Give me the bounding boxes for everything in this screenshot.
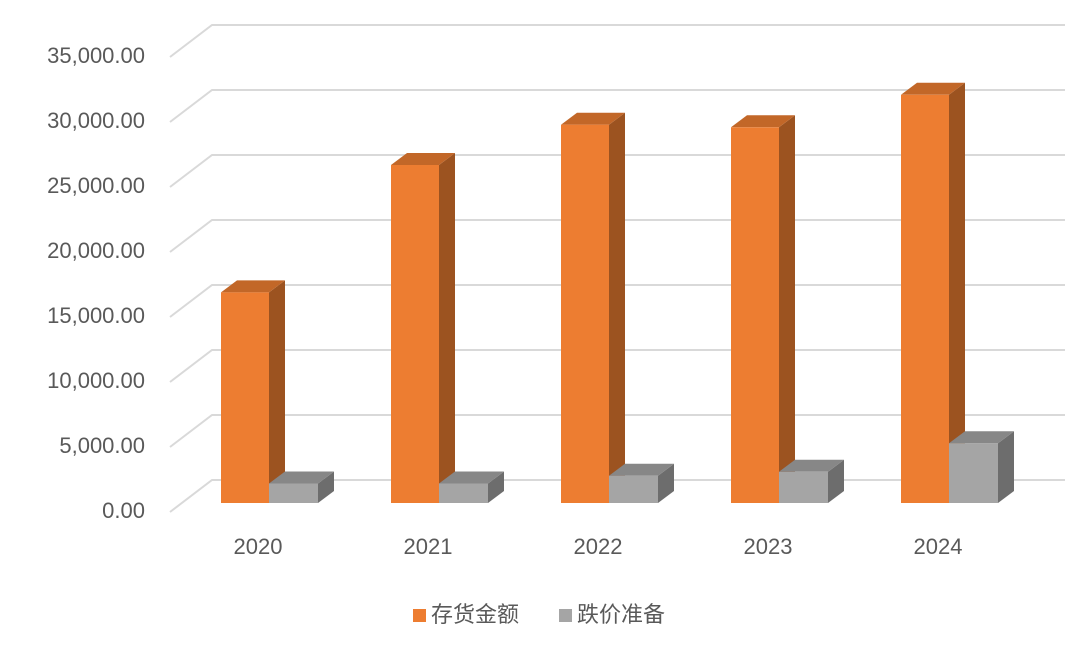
bar-top bbox=[731, 115, 795, 128]
bar bbox=[779, 459, 844, 503]
y-tick-label: 5,000.00 bbox=[59, 433, 145, 458]
bar-top bbox=[391, 153, 455, 165]
bar-top bbox=[439, 471, 504, 484]
bar-front bbox=[391, 165, 439, 503]
y-tick-label: 25,000.00 bbox=[47, 173, 145, 198]
bar-side bbox=[609, 112, 625, 503]
bar-front bbox=[269, 483, 318, 503]
bar-top bbox=[221, 280, 285, 293]
y-tick-label: 20,000.00 bbox=[47, 238, 145, 263]
bar-top bbox=[949, 431, 1014, 444]
legend-swatch bbox=[413, 609, 426, 622]
bar bbox=[439, 471, 504, 503]
bar bbox=[731, 115, 795, 504]
x-tick-label: 2021 bbox=[404, 534, 453, 559]
bar-top bbox=[609, 463, 674, 476]
bar-side bbox=[779, 115, 795, 504]
y-tick-label: 30,000.00 bbox=[47, 108, 145, 133]
legend-swatch bbox=[559, 609, 573, 622]
bar-side bbox=[998, 431, 1014, 503]
bar-side bbox=[439, 153, 455, 503]
bar-front bbox=[949, 443, 998, 503]
x-tick-label: 2023 bbox=[744, 534, 793, 559]
y-tick-label: 35,000.00 bbox=[47, 43, 145, 68]
bar-side bbox=[828, 459, 844, 503]
y-tick-label: 0.00 bbox=[102, 498, 145, 523]
bar-front bbox=[731, 127, 779, 504]
x-tick-label: 2022 bbox=[574, 534, 623, 559]
bar bbox=[221, 280, 285, 503]
bar bbox=[561, 112, 625, 503]
bar-top bbox=[269, 471, 334, 484]
bar bbox=[391, 153, 455, 503]
bar-top bbox=[779, 459, 844, 472]
bar bbox=[901, 82, 965, 504]
legend-label: 存货金额 bbox=[431, 602, 519, 627]
bar-front bbox=[561, 124, 609, 503]
bar-top bbox=[561, 112, 625, 125]
bar-front bbox=[901, 94, 949, 504]
bar-side bbox=[488, 471, 504, 503]
x-tick-label: 2024 bbox=[914, 534, 963, 559]
y-tick-label: 10,000.00 bbox=[47, 368, 145, 393]
grid-line bbox=[169, 89, 1065, 123]
bar bbox=[949, 431, 1014, 503]
bar bbox=[269, 471, 334, 503]
bar bbox=[609, 463, 674, 503]
legend-label: 跌价准备 bbox=[577, 602, 665, 627]
bar-side bbox=[318, 471, 334, 503]
bar-side bbox=[269, 280, 285, 503]
x-tick-label: 2020 bbox=[234, 534, 283, 559]
bar-top bbox=[901, 82, 965, 95]
y-tick-label: 15,000.00 bbox=[47, 303, 145, 328]
bar-front bbox=[779, 471, 828, 503]
grid-line bbox=[169, 24, 1065, 58]
bar-side bbox=[658, 463, 674, 503]
bar-front bbox=[609, 475, 658, 503]
bar-front bbox=[439, 483, 488, 503]
bar-front bbox=[221, 292, 269, 503]
bar-side bbox=[949, 82, 965, 504]
